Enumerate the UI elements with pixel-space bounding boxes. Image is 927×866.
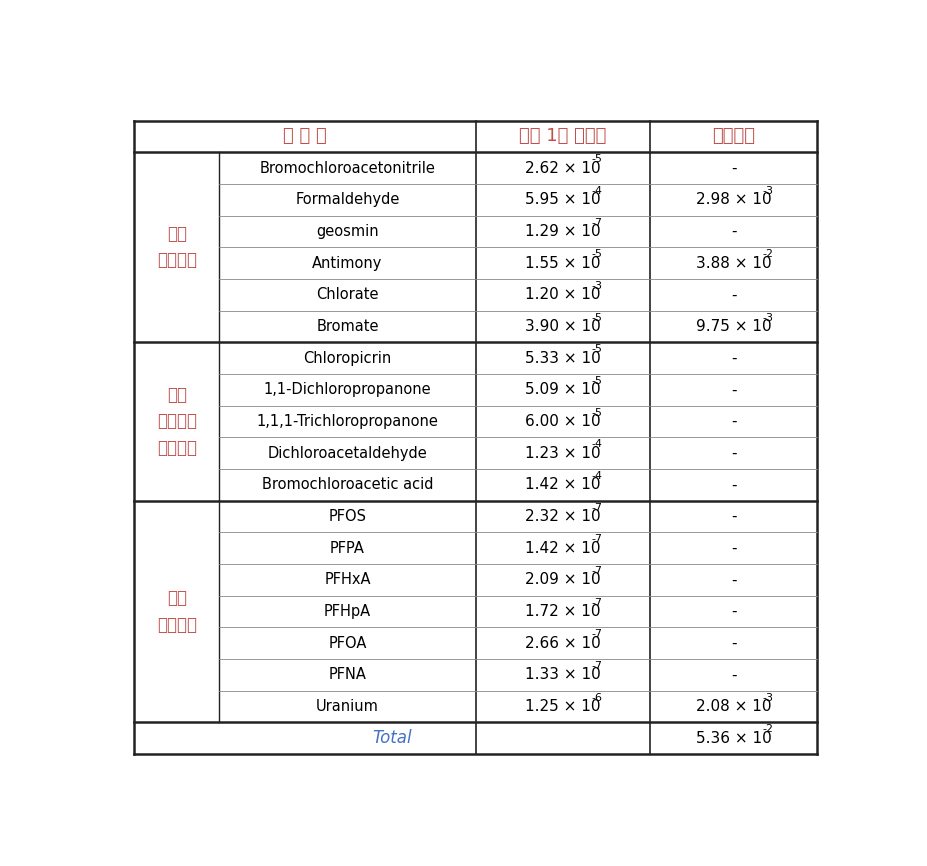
Text: -: - [730,160,735,176]
Text: 1.25 × 10: 1.25 × 10 [525,699,600,714]
Text: 1.29 × 10: 1.29 × 10 [525,224,600,239]
Text: 물 질 명: 물 질 명 [283,127,326,145]
Text: -: - [730,604,735,619]
Text: 1.20 × 10: 1.20 × 10 [525,288,600,302]
Text: PFHxA: PFHxA [324,572,371,587]
Text: 2.32 × 10: 2.32 × 10 [525,509,600,524]
Text: PFOS: PFOS [328,509,366,524]
Text: 5.36 × 10: 5.36 × 10 [695,731,770,746]
Text: geosmin: geosmin [316,224,378,239]
Text: 1.72 × 10: 1.72 × 10 [525,604,600,619]
Text: -: - [730,636,735,650]
Text: -: - [730,288,735,302]
Text: -6: -6 [590,693,602,702]
Text: -3: -3 [761,186,772,196]
Text: -7: -7 [590,566,602,576]
Text: -5: -5 [590,313,602,323]
Text: -7: -7 [590,661,602,671]
Text: -: - [730,668,735,682]
Text: -5: -5 [590,249,602,259]
Text: 3.88 × 10: 3.88 × 10 [695,255,770,270]
Text: -7: -7 [590,502,602,513]
Text: -2: -2 [761,724,772,734]
Text: -7: -7 [590,598,602,608]
Text: -2: -2 [761,249,772,259]
Text: 수질
감시항목: 수질 감시항목 [157,225,197,269]
Text: PFPA: PFPA [330,540,364,556]
Text: 수질
모니터링
후보항목: 수질 모니터링 후보항목 [157,386,197,457]
Text: 2.08 × 10: 2.08 × 10 [695,699,770,714]
Text: -: - [730,509,735,524]
Text: Formaldehyde: Formaldehyde [295,192,400,207]
Text: PFOA: PFOA [328,636,366,650]
Text: 1.23 × 10: 1.23 × 10 [525,446,600,461]
Text: Chloropicrin: Chloropicrin [303,351,391,365]
Text: PFNA: PFNA [328,668,366,682]
Text: -7: -7 [590,630,602,639]
Text: 1.42 × 10: 1.42 × 10 [525,540,600,556]
Text: -: - [730,224,735,239]
Text: PFHpA: PFHpA [324,604,371,619]
Text: -: - [730,351,735,365]
Text: -5: -5 [590,154,602,165]
Text: -7: -7 [590,217,602,228]
Text: 1,1-Dichloropropanone: 1,1-Dichloropropanone [263,382,431,397]
Text: -: - [730,446,735,461]
Text: 위험지수: 위험지수 [711,127,755,145]
Text: 만성 1일 노출량: 만성 1일 노출량 [518,127,605,145]
Text: Antimony: Antimony [312,255,382,270]
Text: -: - [730,382,735,397]
Text: Bromochloroacetonitrile: Bromochloroacetonitrile [260,160,435,176]
Text: Bromate: Bromate [316,319,378,334]
Text: -4: -4 [590,186,602,196]
Text: 2.66 × 10: 2.66 × 10 [525,636,600,650]
Text: 2.62 × 10: 2.62 × 10 [525,160,600,176]
Text: 2.98 × 10: 2.98 × 10 [695,192,770,207]
Text: -5: -5 [590,345,602,354]
Text: -7: -7 [590,534,602,545]
Text: 6.00 × 10: 6.00 × 10 [525,414,600,429]
Text: -3: -3 [761,693,772,702]
Text: 1.55 × 10: 1.55 × 10 [525,255,600,270]
Text: -5: -5 [590,376,602,386]
Text: -: - [730,572,735,587]
Text: Total: Total [372,729,412,747]
Text: 3.90 × 10: 3.90 × 10 [525,319,600,334]
Text: 1.42 × 10: 1.42 × 10 [525,477,600,493]
Text: -4: -4 [590,471,602,481]
Text: 1.33 × 10: 1.33 × 10 [525,668,600,682]
Text: -: - [730,477,735,493]
Text: 신규
조사항목: 신규 조사항목 [157,590,197,634]
Text: -5: -5 [590,408,602,417]
Text: 1,1,1-Trichloropropanone: 1,1,1-Trichloropropanone [256,414,438,429]
Text: Dichloroacetaldehyde: Dichloroacetaldehyde [267,446,427,461]
Text: Chlorate: Chlorate [316,288,378,302]
Text: Uranium: Uranium [316,699,378,714]
Text: -: - [730,414,735,429]
Text: Bromochloroacetic acid: Bromochloroacetic acid [261,477,433,493]
Text: 2.09 × 10: 2.09 × 10 [525,572,600,587]
Text: -3: -3 [590,281,602,291]
Text: 5.33 × 10: 5.33 × 10 [525,351,600,365]
Text: -3: -3 [761,313,772,323]
Text: 5.09 × 10: 5.09 × 10 [525,382,600,397]
Text: 5.95 × 10: 5.95 × 10 [525,192,600,207]
Text: 9.75 × 10: 9.75 × 10 [695,319,770,334]
Text: -: - [730,540,735,556]
Text: -4: -4 [590,439,602,449]
